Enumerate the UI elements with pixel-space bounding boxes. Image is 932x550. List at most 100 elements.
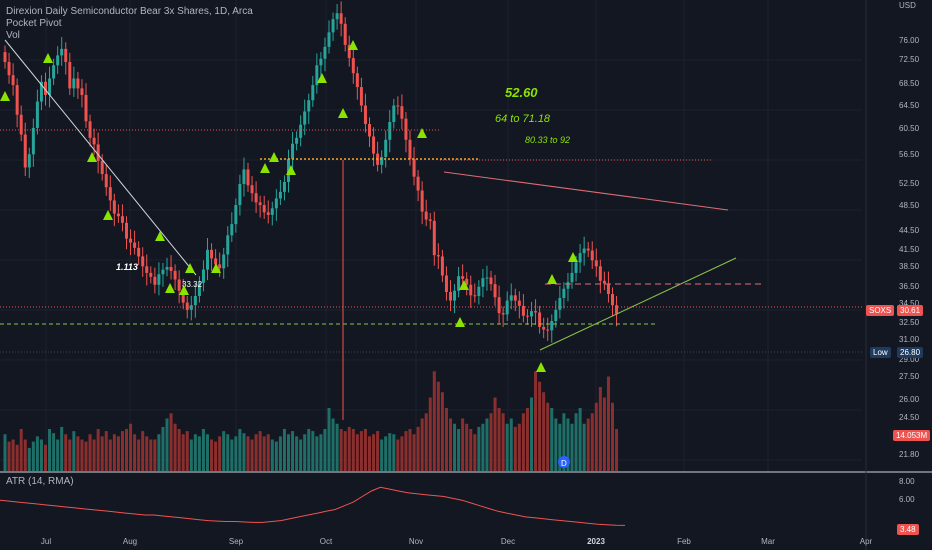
- event-badge: [558, 456, 570, 468]
- volume-bar: [287, 434, 290, 471]
- volume-bar: [92, 439, 96, 471]
- candle-body: [262, 205, 266, 213]
- volume-bar: [525, 408, 529, 471]
- volume-bar: [11, 439, 15, 471]
- volume-bar: [206, 434, 209, 471]
- candle-body: [461, 276, 465, 279]
- volume-bar: [554, 418, 558, 471]
- volume-bar: [586, 418, 590, 471]
- volume-bar: [481, 423, 485, 471]
- price-tick-label: 36.50: [899, 282, 920, 291]
- volume-bar: [404, 431, 408, 471]
- candle-body: [307, 100, 311, 112]
- volume-bar: [120, 431, 124, 471]
- volume-bar: [473, 434, 477, 471]
- volume-bar: [420, 418, 424, 471]
- axis-currency-label: USD: [899, 1, 916, 10]
- target-1-label: 52.60: [505, 85, 538, 100]
- pocket-pivot-marker: [211, 263, 221, 273]
- volume-bar: [201, 429, 205, 471]
- volume-bar: [295, 436, 299, 471]
- volume-bar: [250, 439, 254, 471]
- candle-body: [84, 94, 88, 122]
- volume-bars: [3, 371, 619, 471]
- candle-body: [534, 311, 538, 313]
- candle-body: [517, 300, 521, 306]
- pocket-pivot-marker: [179, 285, 189, 295]
- atr-tick-label: 6.00: [899, 495, 915, 504]
- volume-bar: [64, 434, 68, 471]
- candle-body: [222, 254, 226, 269]
- candle-body: [72, 78, 76, 89]
- volume-bar: [27, 447, 31, 471]
- candle-body: [96, 144, 100, 161]
- candle-body: [15, 85, 19, 115]
- volume-bar: [246, 436, 250, 471]
- candle-body: [226, 235, 230, 255]
- target-2-label: 64 to 71.18: [495, 113, 551, 125]
- candle-body: [566, 282, 570, 289]
- candle-body: [23, 134, 27, 168]
- candle-body: [525, 315, 529, 317]
- volume-bar: [444, 408, 448, 471]
- candle-body: [27, 154, 31, 168]
- volume-bar: [108, 439, 112, 471]
- pocket-pivot-marker: [155, 231, 165, 241]
- volume-bar: [149, 439, 153, 471]
- candle-body: [606, 283, 610, 295]
- candle-body: [137, 247, 141, 257]
- volume-bar: [501, 413, 505, 471]
- candle-body: [465, 278, 469, 285]
- volume-bar: [291, 431, 295, 471]
- volume-bar: [157, 434, 161, 471]
- candle-body: [469, 284, 473, 296]
- candle-body: [250, 185, 254, 194]
- candle-body: [157, 274, 161, 285]
- pocket-pivot-marker: [417, 128, 427, 138]
- candle-body: [530, 311, 533, 317]
- candle-body: [440, 256, 444, 276]
- candle-body: [100, 160, 104, 175]
- volume-bar: [339, 429, 343, 471]
- volume-bar: [173, 423, 177, 471]
- candle-body: [185, 302, 189, 310]
- candle-body: [509, 295, 513, 301]
- pocket-pivot-marker: [185, 263, 195, 273]
- drawing-overlays: 52.60 64 to 71.18 80.33 to 92 1.113 33.32: [0, 39, 862, 420]
- pocket-pivot-marker: [536, 362, 546, 372]
- candle-body: [129, 238, 133, 243]
- candle-body: [60, 48, 64, 56]
- volume-bar: [534, 371, 538, 471]
- volume-bar: [323, 429, 327, 471]
- candle-body: [238, 183, 242, 206]
- candle-body: [80, 88, 84, 95]
- time-tick-label: Mar: [761, 537, 775, 546]
- volume-bar: [465, 423, 469, 471]
- candle-body: [550, 321, 554, 331]
- event-badge-letter: D: [561, 459, 567, 468]
- price-tick-label: 21.80: [899, 450, 920, 459]
- volume-bar: [372, 434, 376, 471]
- candle-body: [339, 13, 343, 24]
- volume-bar: [574, 413, 578, 471]
- candle-body: [145, 266, 149, 273]
- volume-bar: [428, 397, 432, 471]
- volume-bar: [274, 441, 278, 471]
- candle-body: [218, 264, 222, 269]
- volume-bar: [550, 408, 554, 471]
- candle-body: [598, 266, 602, 281]
- candle-body: [246, 169, 250, 186]
- volume-bar: [161, 426, 165, 471]
- low-value-tag: 26.80: [897, 347, 924, 358]
- atr-label: ATR (14, RMA): [6, 476, 74, 487]
- volume-bar: [542, 392, 546, 471]
- candle-body: [432, 220, 436, 256]
- candle-body: [428, 219, 432, 221]
- candle-body: [331, 19, 335, 33]
- volume-bar: [303, 434, 307, 471]
- pocket-pivot-marker: [568, 252, 578, 262]
- candle-body: [181, 290, 185, 303]
- candle-body: [133, 242, 137, 248]
- volume-bar: [84, 441, 88, 471]
